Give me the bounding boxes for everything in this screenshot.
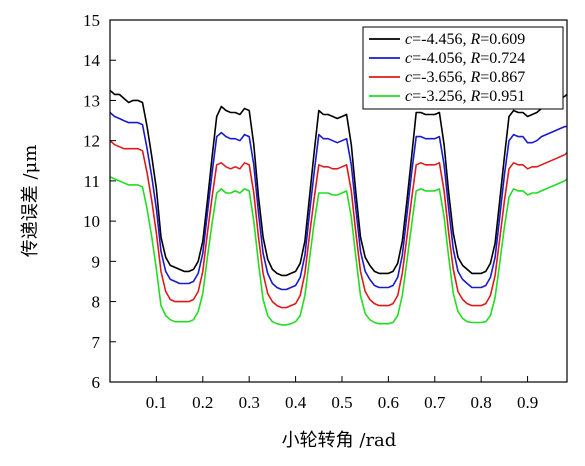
y-tick-label: 14 — [83, 51, 101, 70]
legend-c-symbol: c — [405, 88, 412, 105]
y-tick-label: 13 — [83, 91, 100, 110]
series-line-3 — [109, 140, 568, 309]
y-tick-label: 10 — [83, 212, 100, 231]
series-line-1 — [109, 89, 568, 277]
legend-label-3: c=-3.656, R=0.867 — [405, 69, 525, 86]
axis-layer: 0.1 0.2 0.3 0.4 0.5 0.6 0.7 0.8 0.9 6 7 8 9 10 11 12 13 1… — [83, 11, 538, 412]
x-tick-label: 0.7 — [424, 393, 446, 412]
y-tick-label: 6 — [92, 373, 101, 392]
legend-r-value: =0.724 — [480, 50, 525, 67]
legend-r-symbol: R — [469, 50, 480, 67]
y-tick-label: 8 — [92, 293, 101, 312]
legend-label-2: c=-4.056, R=0.724 — [405, 50, 525, 67]
legend-c-value: =-3.656, — [412, 69, 470, 86]
y-axis-title: 传递误差 /μm — [20, 145, 41, 258]
x-axis-title: 小轮转角 /rad — [282, 430, 397, 451]
legend-r-symbol: R — [469, 88, 480, 105]
legend-c-value: =-3.256, — [412, 88, 470, 105]
legend-r-value: =0.867 — [480, 69, 525, 86]
legend-r-value: =0.951 — [480, 88, 525, 105]
x-tick-label: 0.5 — [331, 393, 352, 412]
legend-label-1: c=-4.456, R=0.609 — [405, 31, 525, 48]
legend-c-symbol: c — [405, 50, 412, 67]
legend-r-value: =0.609 — [480, 31, 525, 48]
series-layer — [109, 89, 568, 326]
x-tick-label: 0.4 — [285, 393, 307, 412]
plot-frame — [109, 19, 568, 383]
x-tick-label: 0.8 — [471, 393, 492, 412]
series-line-4 — [109, 176, 568, 326]
x-tick-label: 0.2 — [192, 393, 213, 412]
legend-c-value: =-4.056, — [412, 50, 470, 67]
legend-c-symbol: c — [405, 31, 412, 48]
y-tick-label: 9 — [92, 252, 101, 271]
legend-c-symbol: c — [405, 69, 412, 86]
x-tick-label: 0.1 — [146, 393, 167, 412]
legend-label-4: c=-3.256, R=0.951 — [405, 88, 525, 105]
y-tick-label: 7 — [92, 333, 101, 352]
x-tick-label: 0.6 — [378, 393, 399, 412]
x-tick-label: 0.3 — [239, 393, 260, 412]
legend-c-value: =-4.456, — [412, 31, 470, 48]
legend-r-symbol: R — [469, 69, 480, 86]
series-line-2 — [109, 111, 567, 291]
legend-r-symbol: R — [469, 31, 480, 48]
y-tick-label: 12 — [83, 132, 100, 151]
y-tick-label: 15 — [83, 11, 100, 30]
x-tick-label: 0.9 — [517, 393, 538, 412]
y-tick-label: 11 — [84, 172, 100, 191]
